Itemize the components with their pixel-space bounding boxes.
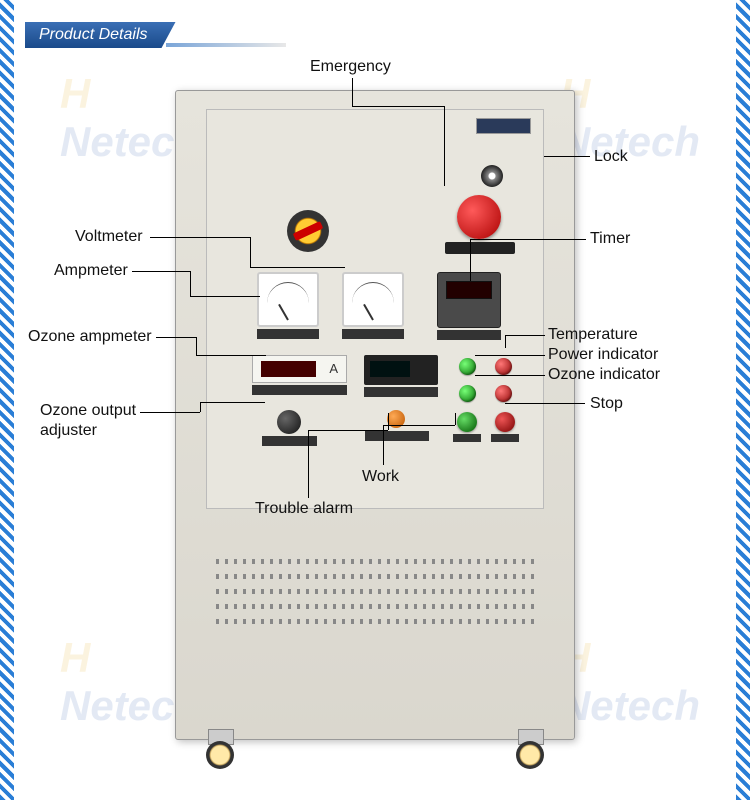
work-button[interactable]	[457, 412, 477, 432]
leader-line	[352, 78, 353, 106]
leader-line	[196, 355, 266, 356]
vent-slot	[216, 589, 534, 594]
leader-line	[196, 337, 197, 355]
temperature-led	[495, 358, 512, 375]
callout-voltmeter: Voltmeter	[75, 228, 143, 246]
callout-emergency: Emergency	[310, 58, 391, 76]
leader-line	[505, 335, 545, 336]
leader-line	[444, 106, 445, 186]
leader-line	[190, 271, 191, 296]
callout-ampmeter: Ampmeter	[54, 262, 128, 280]
caster-wheel	[510, 729, 550, 769]
emergency-button[interactable]	[457, 195, 501, 239]
ampmeter-gauge	[257, 272, 319, 327]
leader-line	[505, 403, 585, 404]
vent-slot	[216, 574, 534, 579]
temperature-display	[364, 355, 438, 385]
voltmeter-gauge	[342, 272, 404, 327]
callout-timer: Timer	[590, 230, 630, 248]
header-title: Product Details	[25, 22, 176, 48]
callout-trouble-alarm: Trouble alarm	[255, 500, 353, 518]
leader-line	[190, 296, 260, 297]
vent-slot	[216, 619, 534, 624]
callout-ozone-output-l2: adjuster	[40, 422, 97, 440]
leader-line	[383, 425, 455, 426]
callout-work: Work	[362, 468, 399, 486]
leader-line	[250, 267, 345, 268]
header: Product Details	[25, 20, 286, 50]
watermark: HNetech	[560, 70, 700, 166]
leader-line	[308, 430, 388, 431]
temperature-plate	[364, 387, 438, 397]
stop-button[interactable]	[495, 412, 515, 432]
stop-plate	[491, 434, 519, 442]
decorative-border-left	[0, 0, 14, 800]
leader-line	[150, 237, 250, 238]
ozone-ampmeter-plate	[252, 385, 347, 395]
rotary-switch[interactable]	[287, 210, 329, 252]
callout-lock: Lock	[594, 148, 628, 166]
callout-ozone-indicator: Ozone indicator	[548, 366, 660, 384]
indicator-led	[495, 385, 512, 402]
power-indicator-led	[459, 358, 476, 375]
leader-line	[470, 239, 586, 240]
ozone-ampmeter-display	[252, 355, 347, 383]
callout-power-indicator: Power indicator	[548, 346, 658, 364]
leader-line	[156, 337, 196, 338]
nameplate	[476, 118, 531, 134]
timer-plate	[437, 330, 501, 340]
leader-line	[200, 402, 201, 412]
leader-line	[250, 237, 251, 267]
caster-wheel	[200, 729, 240, 769]
leader-line	[352, 106, 444, 107]
leader-line	[470, 239, 471, 281]
callout-stop: Stop	[590, 395, 623, 413]
leader-line	[505, 335, 506, 348]
lock-icon	[481, 165, 503, 187]
leader-line	[200, 402, 265, 403]
work-plate	[453, 434, 481, 442]
leader-line	[308, 430, 309, 498]
leader-line	[475, 375, 545, 376]
ozone-output-knob[interactable]	[277, 410, 301, 434]
equipment-cabinet	[175, 90, 575, 740]
vent-slot	[216, 604, 534, 609]
watermark: HNetech	[560, 634, 700, 730]
vent-slot	[216, 559, 534, 564]
callout-ozone-ampmeter: Ozone ampmeter	[28, 328, 152, 346]
callout-ozone-output-l1: Ozone output	[40, 402, 136, 420]
voltmeter-plate	[342, 329, 404, 339]
control-panel	[206, 109, 544, 509]
leader-line	[475, 355, 545, 356]
leader-line	[455, 413, 456, 425]
callout-temperature: Temperature	[548, 326, 638, 344]
leader-line	[544, 156, 590, 157]
trouble-alarm-plate	[365, 431, 429, 441]
leader-line	[388, 413, 389, 430]
header-tail	[166, 43, 286, 47]
leader-line	[132, 271, 190, 272]
emergency-label-plate	[445, 242, 515, 254]
decorative-border-right	[736, 0, 750, 800]
ozone-indicator-led	[459, 385, 476, 402]
leader-line	[140, 412, 200, 413]
leader-line	[383, 425, 384, 465]
timer-display[interactable]	[437, 272, 501, 328]
ampmeter-plate	[257, 329, 319, 339]
